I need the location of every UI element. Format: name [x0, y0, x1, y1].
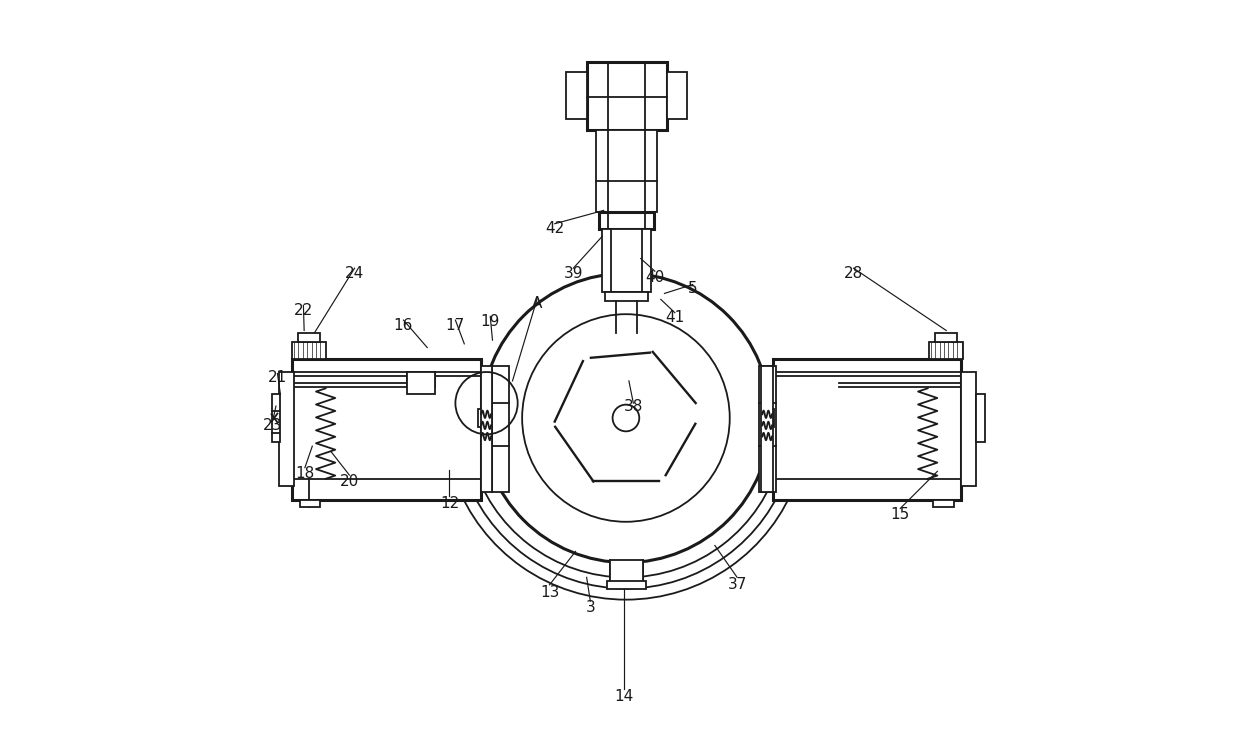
- Text: 41: 41: [665, 311, 684, 326]
- Bar: [763, 409, 774, 427]
- Bar: [481, 366, 492, 492]
- Bar: [565, 72, 587, 120]
- Text: 16: 16: [394, 317, 413, 333]
- Text: 15: 15: [890, 507, 910, 522]
- Bar: [596, 130, 657, 212]
- Bar: [298, 332, 320, 342]
- Text: 3: 3: [585, 600, 595, 615]
- Bar: [976, 394, 985, 441]
- Text: 21: 21: [268, 370, 288, 385]
- Bar: [773, 359, 961, 500]
- Text: 38: 38: [624, 400, 644, 415]
- Bar: [610, 560, 644, 583]
- Bar: [293, 342, 326, 359]
- Bar: [492, 366, 508, 492]
- Text: 42: 42: [546, 221, 564, 236]
- Text: 20: 20: [340, 474, 360, 489]
- Text: 22: 22: [294, 303, 312, 318]
- Bar: [759, 366, 776, 492]
- Bar: [935, 332, 957, 342]
- Text: 19: 19: [481, 314, 500, 329]
- Text: 24: 24: [345, 266, 365, 281]
- Text: 12: 12: [440, 496, 459, 511]
- Circle shape: [613, 405, 640, 431]
- Text: 13: 13: [539, 585, 559, 600]
- Bar: [929, 342, 962, 359]
- Circle shape: [481, 273, 770, 562]
- Bar: [961, 372, 976, 486]
- Bar: [407, 372, 435, 394]
- Bar: [603, 229, 651, 292]
- Bar: [477, 409, 489, 427]
- Bar: [293, 359, 481, 500]
- Text: 18: 18: [295, 466, 315, 481]
- Text: A: A: [532, 296, 542, 311]
- Text: 37: 37: [728, 577, 746, 592]
- Text: 39: 39: [563, 266, 583, 281]
- Bar: [608, 581, 646, 589]
- Bar: [279, 372, 294, 486]
- Text: 5: 5: [688, 281, 697, 296]
- Bar: [300, 500, 320, 507]
- Text: 23: 23: [263, 418, 283, 433]
- Bar: [587, 62, 667, 130]
- Bar: [599, 212, 655, 229]
- Text: 28: 28: [844, 266, 863, 281]
- Bar: [605, 292, 649, 301]
- Bar: [667, 72, 687, 120]
- Text: 14: 14: [614, 689, 634, 704]
- Text: 17: 17: [445, 317, 465, 333]
- Bar: [761, 366, 773, 492]
- Text: 40: 40: [645, 270, 665, 285]
- Bar: [932, 500, 954, 507]
- Bar: [272, 394, 280, 441]
